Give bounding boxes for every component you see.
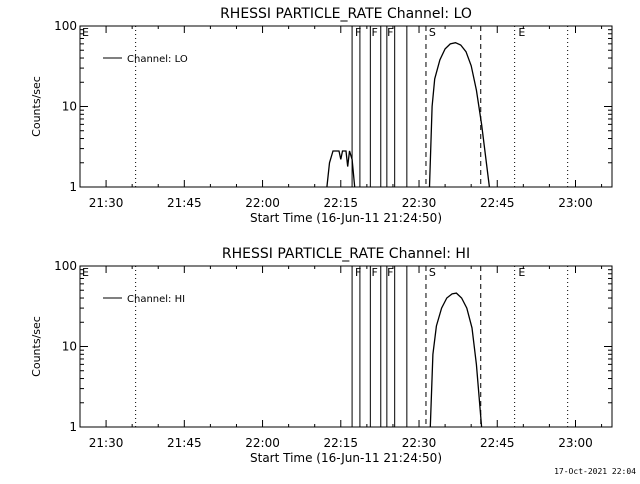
series-line xyxy=(428,42,491,188)
y-tick-label: 10 xyxy=(62,100,77,114)
x-tick-label: 22:00 xyxy=(245,196,280,210)
marker-label: F xyxy=(387,26,393,39)
plot-frame xyxy=(79,265,613,428)
y-axis-label: Counts/sec xyxy=(30,76,43,137)
x-tick-label: 21:30 xyxy=(89,436,124,450)
x-tick-label: 23:00 xyxy=(558,436,593,450)
x-axis-label: Start Time (16-Jun-11 21:24:50) xyxy=(250,451,442,465)
x-tick-label: 22:30 xyxy=(402,436,437,450)
marker-label: S xyxy=(429,26,436,39)
marker-label: E xyxy=(518,26,525,39)
x-tick-label: 22:15 xyxy=(323,436,358,450)
y-tick-label: 100 xyxy=(54,19,77,33)
chart-title: RHESSI PARTICLE_RATE Channel: LO xyxy=(220,6,472,22)
x-tick-label: 22:30 xyxy=(402,196,437,210)
y-tick-label: 10 xyxy=(62,340,77,354)
series-line xyxy=(429,292,483,428)
y-tick-label: 100 xyxy=(54,259,77,273)
x-tick-label: 23:00 xyxy=(558,196,593,210)
marker-label: F xyxy=(371,26,377,39)
x-tick-label: 22:45 xyxy=(480,196,515,210)
x-tick-label: 21:45 xyxy=(167,196,202,210)
footer-timestamp: 17-Oct-2021 22:04 xyxy=(554,467,636,476)
series-line xyxy=(326,150,356,188)
marker-label: E xyxy=(82,266,89,279)
marker-label: E xyxy=(518,266,525,279)
y-tick-label: 1 xyxy=(69,420,77,434)
x-tick-label: 22:00 xyxy=(245,436,280,450)
plot-frame xyxy=(79,25,613,188)
chart-title: RHESSI PARTICLE_RATE Channel: HI xyxy=(222,246,470,262)
marker-label: F xyxy=(387,266,393,279)
y-tick-label: 1 xyxy=(69,180,77,194)
marker-label: F xyxy=(355,26,361,39)
y-axis-label: Counts/sec xyxy=(30,316,43,377)
marker-label: E xyxy=(82,26,89,39)
x-tick-label: 21:45 xyxy=(167,436,202,450)
x-tick-label: 22:15 xyxy=(323,196,358,210)
legend-entry: Channel: HI xyxy=(127,294,185,305)
marker-label: F xyxy=(355,266,361,279)
marker-label: F xyxy=(371,266,377,279)
x-tick-label: 22:45 xyxy=(480,436,515,450)
marker-label: S xyxy=(429,266,436,279)
x-tick-label: 21:30 xyxy=(89,196,124,210)
legend-entry: Channel: LO xyxy=(127,54,188,65)
x-axis-label: Start Time (16-Jun-11 21:24:50) xyxy=(250,211,442,225)
